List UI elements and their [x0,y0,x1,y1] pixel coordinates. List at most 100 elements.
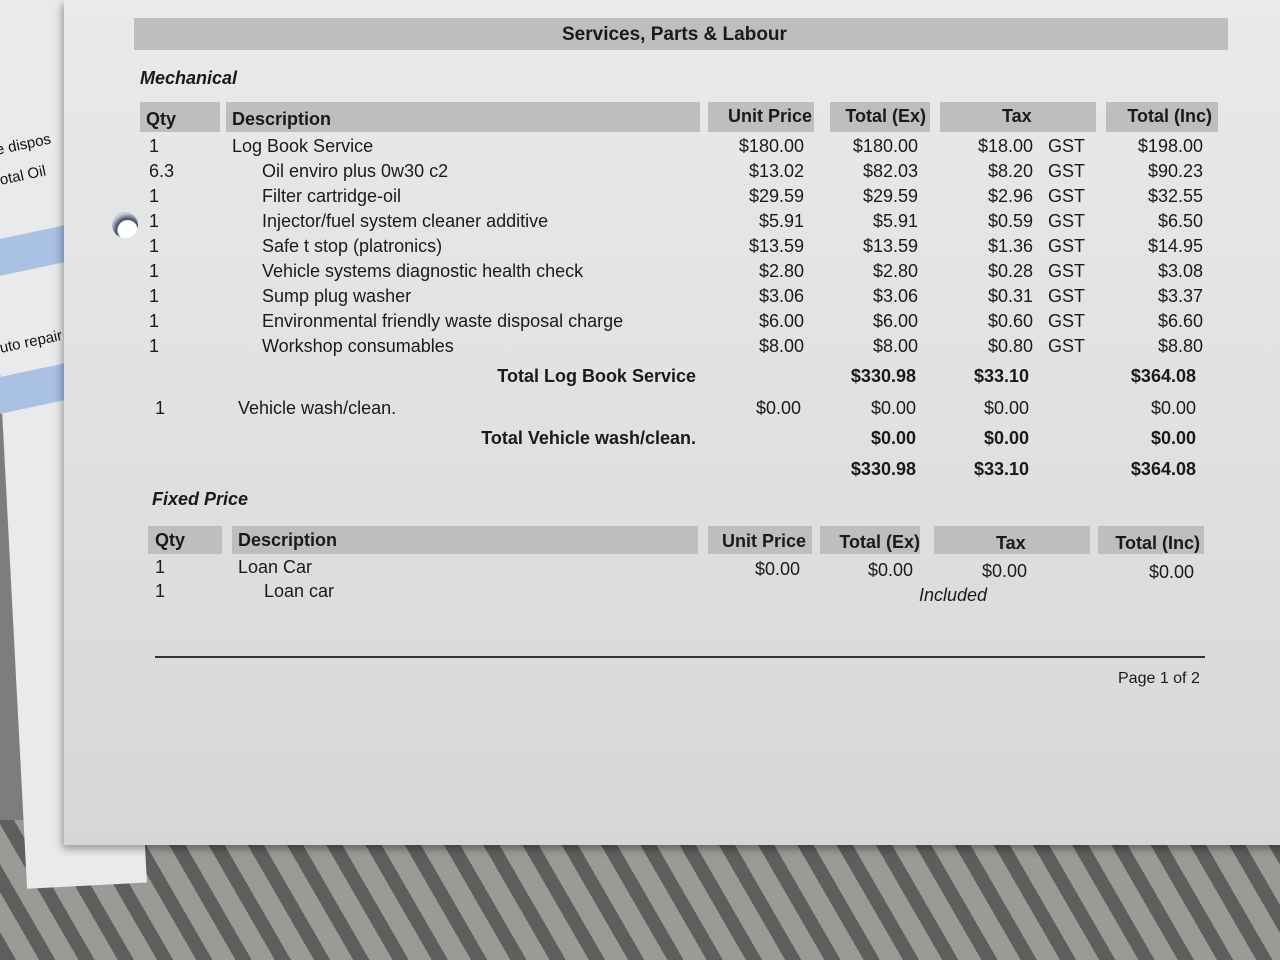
row-total-inc: $6.60 [1157,311,1203,331]
row-tax: $8.20 [987,161,1033,181]
header-description: Description [232,109,332,129]
row-qty: 1 [149,136,160,156]
section-mechanical: Mechanical [140,68,238,88]
row-total-inc: $6.50 [1157,211,1203,231]
row-total-ex: $82.03 [862,161,918,181]
row-description: Oil enviro plus 0w30 c2 [262,161,449,181]
row-tax-code: GST [1048,136,1086,156]
row-tax: $0.28 [987,261,1033,281]
header-total-ex: Total (Ex) [839,532,920,552]
subtotal-total-ex: $0.00 [870,398,916,418]
header-unit-price: Unit Price [727,106,812,126]
row-total-inc: $198.00 [1137,136,1203,156]
row-qty: 1 [149,186,160,206]
row-total-ex: $2.80 [872,261,918,281]
subtotal-tax: $33.10 [973,366,1029,386]
row-tax: $0.80 [987,336,1033,356]
row-description: Loan car [264,581,335,601]
invoice-page [64,0,1280,845]
title-bar [134,18,1228,50]
header-qty: Qty [155,530,186,550]
row-qty: 1 [149,311,160,331]
header-cell-bg [820,526,920,554]
row-unit-price: $0.00 [755,398,801,418]
page-title: Services, Parts & Labour [562,24,787,45]
row-description: Safe t stop (platronics) [262,236,443,256]
page-number: Page 1 of 2 [1118,670,1200,687]
row-unit-price: $0.00 [754,559,800,579]
row-description: Loan Car [238,557,313,577]
row-description: Environmental friendly waste disposal ch… [262,311,624,331]
row-total-inc: $32.55 [1147,186,1203,206]
header-cell-bg [940,102,1096,132]
row-total-ex: $8.00 [872,336,918,356]
row-tax-code: GST [1048,236,1086,256]
row-unit-price: $5.91 [758,211,804,231]
row-total-inc: $0.00 [1148,562,1194,582]
row-tax: $0.60 [987,311,1033,331]
row-total-ex: $180.00 [852,136,918,156]
row-total-ex: $0.00 [867,560,913,580]
row-unit-price: $3.06 [758,286,804,306]
row-description: Log Book Service [232,136,374,156]
row-unit-price: $13.59 [748,236,804,256]
row-unit-price: $180.00 [738,136,804,156]
subtotal-label: Total Vehicle wash/clean. [481,428,696,448]
row-qty: 1 [149,261,160,281]
punch-hole [112,212,138,238]
row-unit-price: $2.80 [758,261,804,281]
row-tax: $2.96 [987,186,1033,206]
row-description: Vehicle wash/clean. [238,398,397,418]
row-qty: 1 [155,557,166,577]
header-cell-bg [708,526,812,554]
row-tax-code: GST [1048,336,1086,356]
row-tax: $18.00 [977,136,1033,156]
header-total-inc: Total (Inc) [1127,106,1212,126]
section-fixed-price: Fixed Price [152,489,249,509]
header-cell-bg [934,526,1090,554]
row-total-inc: $8.80 [1157,336,1203,356]
row-qty: 6.3 [149,161,175,181]
row-unit-price: $13.02 [748,161,804,181]
header-cell-bg [226,102,700,132]
row-description: Sump plug washer [262,286,412,306]
subtotal-total-inc: $0.00 [1150,398,1196,418]
row-qty: 1 [155,398,166,418]
header-cell-bg [140,102,220,132]
row-description: Vehicle systems diagnostic health check [262,261,584,281]
subtotal-total-inc: $0.00 [1150,428,1196,448]
subtotal-total-ex: $330.98 [850,459,916,479]
header-cell-bg [1098,526,1204,554]
subtotal-tax: $0.00 [983,428,1029,448]
row-qty: 1 [149,286,160,306]
row-tax: $0.31 [987,286,1033,306]
subtotal-label: Total Log Book Service [497,366,696,386]
row-tax-code: GST [1048,161,1086,181]
row-description: Workshop consumables [262,336,454,356]
header-cell-bg [1106,102,1218,132]
row-tax-code: GST [1048,186,1086,206]
header-cell-bg [148,526,222,554]
row-unit-price: $6.00 [758,311,804,331]
header-total-ex: Total (Ex) [845,106,926,126]
row-tax-code: GST [1048,311,1086,331]
subtotal-tax: $33.10 [973,459,1029,479]
row-total-ex: $5.91 [872,211,918,231]
row-tax: $0.00 [981,561,1027,581]
row-total-inc: $14.95 [1147,236,1203,256]
subtotal-tax: $0.00 [983,398,1029,418]
footer-rule [155,656,1205,658]
row-unit-price: $29.59 [748,186,804,206]
row-tax-code: GST [1048,286,1086,306]
row-tax-code: GST [1048,261,1086,281]
row-note: Included [919,585,988,605]
row-description: Injector/fuel system cleaner additive [262,211,549,231]
row-qty: 1 [155,581,166,601]
subtotal-total-inc: $364.08 [1130,459,1196,479]
subtotal-total-ex: $330.98 [850,366,916,386]
row-qty: 1 [149,236,160,256]
row-total-ex: $13.59 [862,236,918,256]
header-tax: Tax [996,533,1026,553]
row-total-ex: $29.59 [862,186,918,206]
row-total-inc: $3.08 [1157,261,1203,281]
